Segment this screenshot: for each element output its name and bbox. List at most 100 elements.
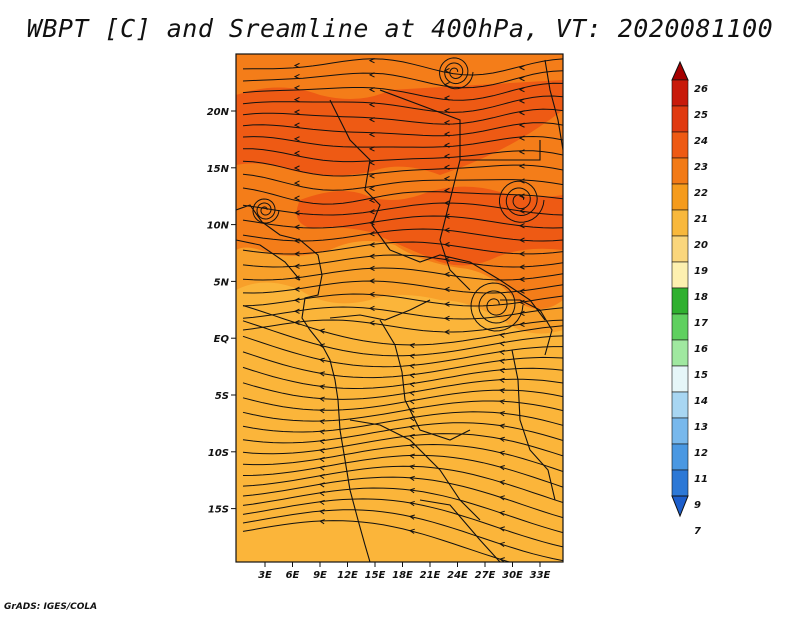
streamline-arrow xyxy=(293,62,300,69)
streamline-arrow xyxy=(368,291,375,297)
lon-tick-label: 21E xyxy=(420,570,441,581)
streamline xyxy=(242,58,563,76)
streamline-arrow xyxy=(368,131,375,138)
streamline-arrow xyxy=(293,85,300,91)
streamline-arrow xyxy=(498,557,505,562)
lon-tick-label: 30E xyxy=(502,570,523,581)
colorbar-segment xyxy=(671,235,689,263)
lon-tick-label: 33E xyxy=(530,570,551,581)
field-band-23-24-north xyxy=(236,80,563,176)
streamline-arrow xyxy=(443,131,450,137)
streamline-arrow xyxy=(408,453,415,459)
streamline xyxy=(242,122,563,137)
colorbar-label: 7 xyxy=(694,526,701,537)
streamline-arrow xyxy=(498,465,505,471)
streamline-arrow xyxy=(518,98,525,104)
colorbar-label: 20 xyxy=(694,240,708,251)
colorbar-label: 13 xyxy=(694,422,708,433)
colorbar-label: 9 xyxy=(694,500,701,511)
streamline xyxy=(242,108,563,125)
streamline-arrow xyxy=(293,180,300,186)
streamline-arrow xyxy=(318,438,325,445)
map-frame xyxy=(235,53,564,563)
streamline xyxy=(242,335,563,368)
colorbar-bottom-arrow xyxy=(671,495,689,518)
colorbar-segment xyxy=(671,443,689,471)
streamline xyxy=(242,135,563,148)
streamline-arrow xyxy=(498,332,505,338)
streamline-arrow xyxy=(498,495,505,501)
streamlines xyxy=(242,57,563,562)
streamline-arrow xyxy=(368,209,375,215)
streamline-arrow xyxy=(368,265,375,271)
colorbar-label: 25 xyxy=(694,110,708,121)
streamline-arrow xyxy=(408,399,415,405)
streamline-arrow xyxy=(408,488,415,494)
streamline-arrow xyxy=(408,464,415,470)
streamline-arrow xyxy=(368,253,375,259)
streamline-arrow xyxy=(368,117,375,123)
lat-tick-label: 15N xyxy=(207,164,230,175)
streamline-arrow xyxy=(498,423,505,429)
streamline xyxy=(242,487,563,534)
streamline-arrow xyxy=(518,276,525,282)
streamline-arrow xyxy=(443,153,450,159)
streamline xyxy=(242,95,563,113)
streamline xyxy=(242,422,563,444)
streamline-arrow xyxy=(408,363,415,369)
streamline-arrow xyxy=(293,136,300,142)
streamline-arrow xyxy=(368,101,375,108)
colorbar-label: 23 xyxy=(694,162,708,173)
streamline-arrow xyxy=(408,500,415,507)
streamline-eddy xyxy=(499,180,545,223)
streamline-arrow xyxy=(408,390,415,396)
lon-tick-label: 9E xyxy=(313,570,327,581)
streamline-arrow xyxy=(318,429,325,435)
streamline-arrow xyxy=(368,58,375,64)
streamline-arrow xyxy=(368,72,375,78)
streamline-eddy xyxy=(439,57,474,90)
streamline xyxy=(242,320,563,357)
streamline-arrow xyxy=(443,175,450,182)
colorbar-segment xyxy=(671,261,689,289)
streamline xyxy=(242,498,563,548)
streamline-arrow xyxy=(318,384,325,390)
streamline-arrow xyxy=(408,381,415,388)
streamline-arrow xyxy=(443,329,450,335)
streamline-arrow xyxy=(408,528,415,534)
streamline-arrow xyxy=(518,208,525,214)
streamline-arrow xyxy=(318,419,325,425)
streamline-arrow xyxy=(293,165,300,171)
streamline xyxy=(242,187,563,205)
lon-tick-label: 18E xyxy=(392,570,413,581)
streamline-arrow xyxy=(408,343,415,349)
streamline-arrow xyxy=(498,541,505,548)
streamline-arrow xyxy=(293,308,300,314)
streamline-arrow xyxy=(518,110,525,116)
streamline xyxy=(242,476,563,519)
streamline-arrow xyxy=(443,271,450,278)
streamline-arrow xyxy=(293,297,300,303)
streamline-arrow xyxy=(408,424,415,430)
streamline-arrow xyxy=(443,108,450,114)
colorbar-segment xyxy=(671,469,689,497)
colorbar-segment xyxy=(671,79,689,107)
lon-tick-label: 12E xyxy=(337,570,358,581)
streamline-arrow xyxy=(443,120,450,126)
streamline-arrow xyxy=(368,305,375,312)
streamline-arrow xyxy=(293,122,300,128)
streamline-arrow xyxy=(443,95,450,101)
streamline-arrow xyxy=(293,224,300,230)
colorbar-label: 24 xyxy=(694,136,708,147)
streamline xyxy=(242,520,512,562)
streamline-arrow xyxy=(368,86,375,93)
streamline-arrow xyxy=(498,358,505,364)
streamline xyxy=(242,305,563,346)
streamline-arrow xyxy=(518,321,525,328)
streamline xyxy=(242,82,563,101)
streamline-arrow xyxy=(368,185,375,192)
streamline-arrow xyxy=(408,443,415,449)
streamline xyxy=(242,389,563,411)
streamline-arrow xyxy=(498,388,505,394)
streamline xyxy=(242,378,563,400)
